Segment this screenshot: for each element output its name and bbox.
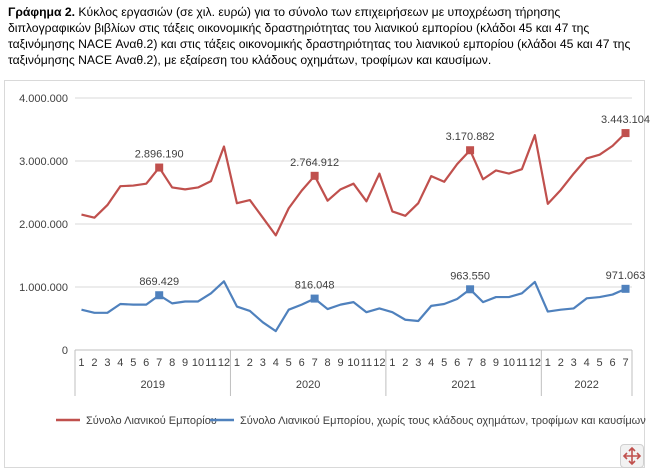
x-tick-label: 9: [493, 357, 499, 369]
data-label: 816.048: [295, 280, 335, 292]
figure-caption: Γράφημα 2. Κύκλος εργασιών (σε χιλ. ευρώ…: [8, 4, 642, 68]
x-tick-label: 1: [545, 357, 551, 369]
x-tick-label: 7: [622, 357, 628, 369]
x-year-label: 2021: [451, 379, 475, 391]
gridlines: [75, 97, 632, 288]
x-tick-label: 2: [558, 357, 564, 369]
x-tick-label: 5: [441, 357, 447, 369]
x-tick-label: 5: [286, 357, 292, 369]
legend-label: Σύνολο Λιανικού Εμπορίου: [86, 415, 217, 427]
x-tick-label: 9: [337, 357, 343, 369]
x-axis: 1 2 3 4 5 6 7 8 9 10 11 12 1 2 3 4 5 6 7 8 9 10 11 12 1 2 3 4 5 6 7 8 9 1…: [74, 349, 633, 396]
series-line: [81, 280, 626, 333]
x-tick-label: 4: [273, 357, 279, 369]
data-point-marker: [466, 285, 475, 294]
x-tick-label: 5: [597, 357, 603, 369]
highlight-markers: 2.896.190 2.764.912 3.170.882 3.443.104 869.…: [135, 114, 650, 303]
data-point-marker: [155, 291, 164, 300]
series-line: [81, 132, 627, 237]
y-tick-label: 4.000.000: [19, 93, 68, 105]
x-tick-label: 12: [218, 357, 230, 369]
x-tick-label: 4: [584, 357, 590, 369]
x-year-label: 2022: [574, 379, 598, 391]
y-tick-label: 1.000.000: [19, 282, 68, 294]
y-axis-ticks: 0 1.000.000 2.000.000 3.000.000 4.000.000: [19, 93, 68, 357]
y-tick-label: 2.000.000: [19, 219, 68, 231]
data-point-marker: [155, 163, 164, 172]
y-tick-label: 0: [62, 345, 68, 357]
x-tick-label: 12: [373, 357, 385, 369]
caption-text: Κύκλος εργασιών (σε χιλ. ευρώ) για το σύ…: [8, 5, 631, 67]
data-label: 3.443.104: [601, 114, 650, 126]
y-tick-label: 3.000.000: [19, 156, 68, 168]
x-tick-label: 2: [247, 357, 253, 369]
x-tick-label: 10: [192, 357, 204, 369]
series-lines: [81, 132, 627, 333]
x-tick-label: 7: [156, 357, 162, 369]
legend-label: Σύνολο Λιανικού Εμπορίου, χωρίς τους κλά…: [240, 415, 646, 427]
chart-frame: [4, 80, 645, 468]
data-label: 869.429: [139, 276, 179, 288]
x-tick-label: 7: [312, 357, 318, 369]
x-tick-label: 3: [104, 357, 110, 369]
x-tick-label: 8: [480, 357, 486, 369]
x-tick-label: 7: [467, 357, 473, 369]
data-label: 2.896.190: [135, 149, 184, 161]
expand-arrows-icon: [622, 446, 642, 466]
data-label: 2.764.912: [290, 157, 339, 169]
x-tick-label: 2: [402, 357, 408, 369]
x-year-label: 2019: [140, 379, 164, 391]
data-point-marker: [310, 171, 319, 180]
x-tick-label: 8: [169, 357, 175, 369]
x-tick-label: 6: [454, 357, 460, 369]
x-tick-label: 8: [325, 357, 331, 369]
x-tick-label: 6: [299, 357, 305, 369]
x-tick-label: 3: [260, 357, 266, 369]
x-tick-label: 4: [117, 357, 123, 369]
x-tick-label: 11: [205, 357, 216, 369]
x-tick-label: 10: [347, 357, 359, 369]
x-tick-label: 1: [389, 357, 395, 369]
x-tick-label: 11: [361, 357, 372, 369]
legend: Σύνολο Λιανικού Εμπορίου Σύνολο Λιανικού …: [56, 415, 646, 427]
x-tick-label: 5: [130, 357, 136, 369]
x-tick-label: 1: [234, 357, 240, 369]
data-point-marker: [310, 294, 319, 303]
x-tick-label: 1: [78, 357, 84, 369]
data-label: 3.170.882: [446, 131, 495, 143]
x-tick-label: 6: [610, 357, 616, 369]
x-tick-label: 9: [182, 357, 188, 369]
data-label: 971.063: [606, 270, 646, 282]
x-tick-label: 4: [428, 357, 434, 369]
x-tick-label: 3: [415, 357, 421, 369]
x-tick-label: 6: [143, 357, 149, 369]
data-point-marker: [621, 129, 630, 138]
x-tick-label: 12: [529, 357, 541, 369]
x-tick-label: 2: [91, 357, 97, 369]
x-tick-label: 10: [503, 357, 515, 369]
caption-label: Γράφημα 2.: [8, 5, 76, 19]
data-label: 963.550: [450, 270, 490, 282]
data-point-marker: [621, 284, 630, 293]
expand-button[interactable]: [620, 444, 644, 468]
data-point-marker: [466, 146, 475, 155]
x-tick-label: 11: [516, 357, 527, 369]
x-year-label: 2020: [296, 379, 320, 391]
x-tick-label: 3: [571, 357, 577, 369]
